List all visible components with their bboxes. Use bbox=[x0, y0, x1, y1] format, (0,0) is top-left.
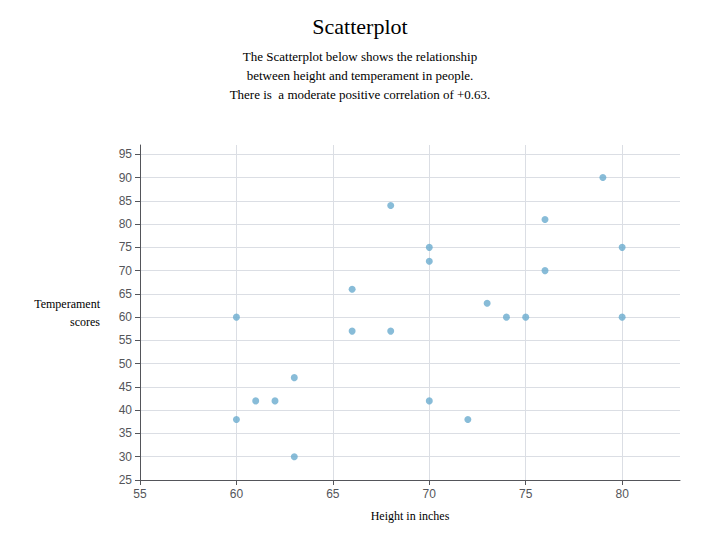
svg-text:40: 40 bbox=[119, 403, 133, 417]
svg-text:between height and temperament: between height and temperament in people… bbox=[247, 68, 474, 83]
svg-text:95: 95 bbox=[119, 147, 133, 161]
svg-text:90: 90 bbox=[119, 171, 133, 185]
svg-text:25: 25 bbox=[119, 473, 133, 487]
svg-text:50: 50 bbox=[119, 357, 133, 371]
svg-text:35: 35 bbox=[119, 426, 133, 440]
svg-text:70: 70 bbox=[119, 264, 133, 278]
svg-text:45: 45 bbox=[119, 380, 133, 394]
svg-text:30: 30 bbox=[119, 450, 133, 464]
svg-text:The Scatterplot below shows th: The Scatterplot below shows the relation… bbox=[243, 49, 477, 64]
svg-text:55: 55 bbox=[119, 333, 133, 347]
svg-text:65: 65 bbox=[326, 487, 340, 501]
svg-text:75: 75 bbox=[519, 487, 533, 501]
svg-text:85: 85 bbox=[119, 194, 133, 208]
svg-text:60: 60 bbox=[230, 487, 244, 501]
svg-text:80: 80 bbox=[615, 487, 629, 501]
svg-text:55: 55 bbox=[133, 487, 147, 501]
svg-text:There is a moderate positive: There is a moderate positive correlation… bbox=[230, 87, 491, 102]
svg-text:Scatterplot: Scatterplot bbox=[312, 14, 407, 39]
svg-text:scores: scores bbox=[70, 315, 100, 329]
svg-text:60: 60 bbox=[119, 310, 133, 324]
svg-text:75: 75 bbox=[119, 240, 133, 254]
svg-text:Temperament: Temperament bbox=[34, 297, 100, 311]
svg-text:70: 70 bbox=[423, 487, 437, 501]
svg-text:Height in inches: Height in inches bbox=[371, 509, 450, 523]
svg-text:65: 65 bbox=[119, 287, 133, 301]
svg-text:80: 80 bbox=[119, 217, 133, 231]
